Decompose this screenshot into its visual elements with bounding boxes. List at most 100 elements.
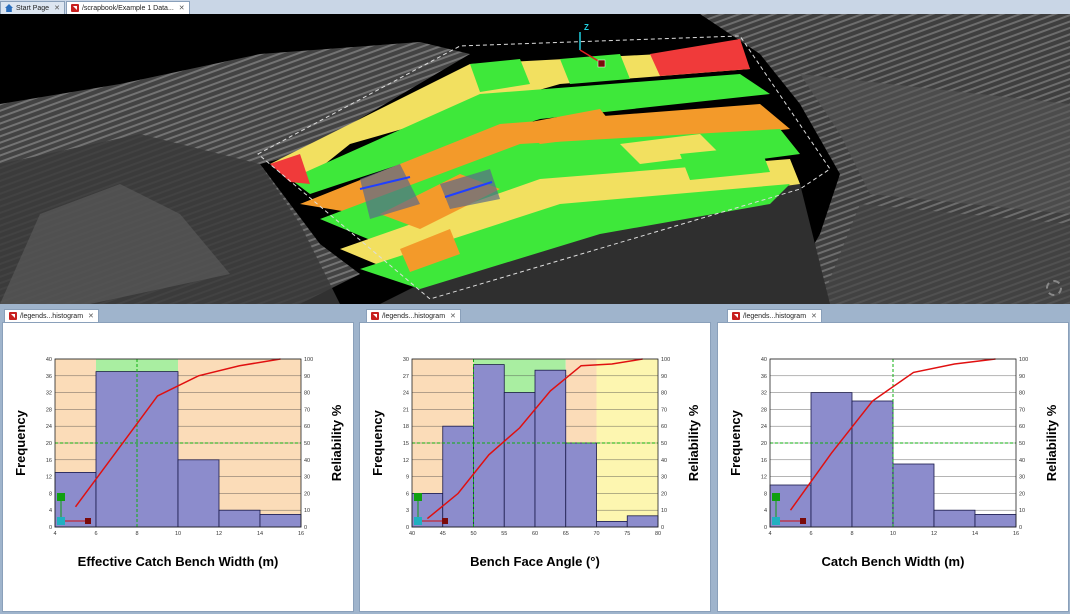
- histogram-bar: [596, 520, 628, 528]
- axis-gizmo-e-box: [442, 518, 448, 524]
- y-tick-label: 36: [761, 374, 767, 380]
- x-tick-label: 60: [532, 531, 538, 537]
- histogram-panel-1[interactable]: 0 4 8 12 16 20 24 28 32 36 40 0 10 20 30 40 50 60 70 80 90 10…: [2, 322, 354, 612]
- y2-tick-label: 80: [1019, 391, 1025, 397]
- y2-tick-label: 10: [661, 508, 667, 514]
- histogram-bar: [442, 425, 474, 528]
- tab-histogram-3[interactable]: /legends...histogram ✕: [727, 309, 822, 322]
- y2-tick-label: 80: [304, 391, 310, 397]
- y-tick-label: 12: [761, 475, 767, 481]
- y-tick-label: 24: [46, 424, 52, 430]
- navigation-gizmo-icon[interactable]: [1046, 280, 1062, 296]
- y2-tick-label: 70: [304, 407, 310, 413]
- y2-tick-label: 100: [661, 357, 670, 363]
- y-tick-label: 21: [403, 407, 409, 413]
- cumulative-reliability-line: [74, 358, 281, 508]
- close-icon[interactable]: ✕: [811, 313, 817, 320]
- y-tick-label: 0: [764, 525, 767, 531]
- cumulative-reliability-line: [789, 358, 996, 511]
- y-axis-label: Frequency: [13, 409, 28, 476]
- y-tick-label: 8: [49, 491, 52, 497]
- axis-label-z: Z: [584, 23, 589, 32]
- tab-label: Start Page: [16, 4, 50, 12]
- x-axis-label: Bench Face Angle (°): [470, 554, 600, 569]
- panel-tabstrip-2: /legends...histogram ✕: [366, 308, 718, 322]
- histogram-bar: [810, 392, 853, 528]
- y2-tick-label: 20: [304, 491, 310, 497]
- histogram-chart: 0481216202428323640010203040506070809010…: [728, 357, 1059, 569]
- y2-tick-label: 50: [661, 441, 667, 447]
- 3d-pit-model: Z: [0, 14, 1070, 304]
- y-tick-label: 24: [761, 424, 767, 430]
- y2-tick-label: 60: [1019, 424, 1025, 430]
- y-tick-label: 20: [46, 441, 52, 447]
- close-icon[interactable]: ✕: [88, 313, 94, 320]
- histogram-bar: [259, 513, 302, 528]
- histogram-panel-2[interactable]: 0 3 6 9 12 15 18 21 24 27 30 0 10 20 30 40 50 60 70 80 90 100…: [359, 322, 711, 612]
- y2-tick-label: 0: [661, 525, 664, 531]
- tab-scrapbook[interactable]: /scrapbook/Example 1 Data... ✕: [65, 1, 190, 14]
- plot-frame: [769, 358, 1017, 528]
- y-tick-label: 4: [49, 508, 52, 514]
- cumulative-reliability-line: [426, 358, 643, 520]
- tab-start-page[interactable]: Start Page ✕: [0, 1, 65, 14]
- y-tick-label: 18: [403, 424, 409, 430]
- y-tick-label: 20: [761, 441, 767, 447]
- x-tick-label: 8: [135, 531, 138, 537]
- x-tick-label: 75: [624, 531, 630, 537]
- y-tick-label: 6: [406, 491, 409, 497]
- y-tick-label: 24: [403, 391, 409, 397]
- plot-frame: [411, 358, 659, 528]
- x-tick-label: 12: [216, 531, 222, 537]
- axis-gizmo-e-box: [85, 518, 91, 524]
- x-tick-label: 12: [931, 531, 937, 537]
- y2-tick-label: 20: [1019, 491, 1025, 497]
- y2-tick-label: 90: [1019, 374, 1025, 380]
- histogram-panel-3[interactable]: 0 4 8 12 16 20 24 28 32 36 40 0 10 20 30 40 50 60 70 80 90 10…: [717, 322, 1069, 612]
- histogram-bar: [218, 509, 261, 528]
- home-icon: [5, 4, 13, 12]
- close-icon[interactable]: ✕: [54, 5, 60, 12]
- x-tick-label: 70: [593, 531, 599, 537]
- x-tick-label: 50: [470, 531, 476, 537]
- y-tick-label: 27: [403, 374, 409, 380]
- bench-model: [270, 39, 800, 289]
- y2-tick-label: 30: [661, 475, 667, 481]
- y2-tick-label: 60: [661, 424, 667, 430]
- x-tick-label: 4: [53, 531, 56, 537]
- y-tick-label: 36: [46, 374, 52, 380]
- close-icon[interactable]: ✕: [178, 5, 185, 12]
- y-tick-label: 40: [46, 357, 52, 363]
- histogram-bar: [626, 515, 659, 528]
- x-tick-label: 6: [809, 531, 812, 537]
- y2-tick-label: 90: [661, 374, 667, 380]
- y2-tick-label: 20: [661, 491, 667, 497]
- y2-tick-label: 70: [661, 407, 667, 413]
- close-icon[interactable]: ✕: [450, 313, 456, 320]
- y2-tick-label: 100: [1019, 357, 1028, 363]
- histogram-chart: 0 3 6 9 12 15 18 21 24 27 30 0 10 20 30 40 50 60 70 80 90 100…: [370, 357, 701, 569]
- y-tick-label: 28: [761, 407, 767, 413]
- axis-gizmo-z-box: [772, 517, 780, 525]
- tab-histogram-2[interactable]: /legends...histogram ✕: [366, 309, 461, 322]
- x-axis-label: Effective Catch Bench Width (m): [78, 554, 279, 569]
- x-tick-label: 4: [768, 531, 771, 537]
- x-tick-label: 16: [1013, 531, 1019, 537]
- y2-tick-label: 40: [1019, 458, 1025, 464]
- panel-tabstrip-3: /legends...histogram ✕: [727, 308, 1070, 322]
- y2-tick-label: 40: [661, 458, 667, 464]
- tab-histogram-1[interactable]: /legends...histogram ✕: [4, 309, 99, 322]
- 3d-viewport[interactable]: Z: [0, 14, 1070, 304]
- y2-tick-label: 0: [304, 525, 307, 531]
- y2-axis-label: Reliability %: [329, 404, 344, 481]
- y-tick-label: 30: [403, 357, 409, 363]
- document-icon: [732, 312, 740, 320]
- y2-tick-label: 60: [304, 424, 310, 430]
- x-tick-label: 8: [850, 531, 853, 537]
- y-tick-label: 32: [761, 391, 767, 397]
- y2-tick-label: 50: [304, 441, 310, 447]
- y-tick-label: 4: [764, 508, 767, 514]
- y-tick-label: 12: [403, 458, 409, 464]
- plot-frame: [54, 358, 302, 528]
- y2-axis-label: Reliability %: [1044, 404, 1059, 481]
